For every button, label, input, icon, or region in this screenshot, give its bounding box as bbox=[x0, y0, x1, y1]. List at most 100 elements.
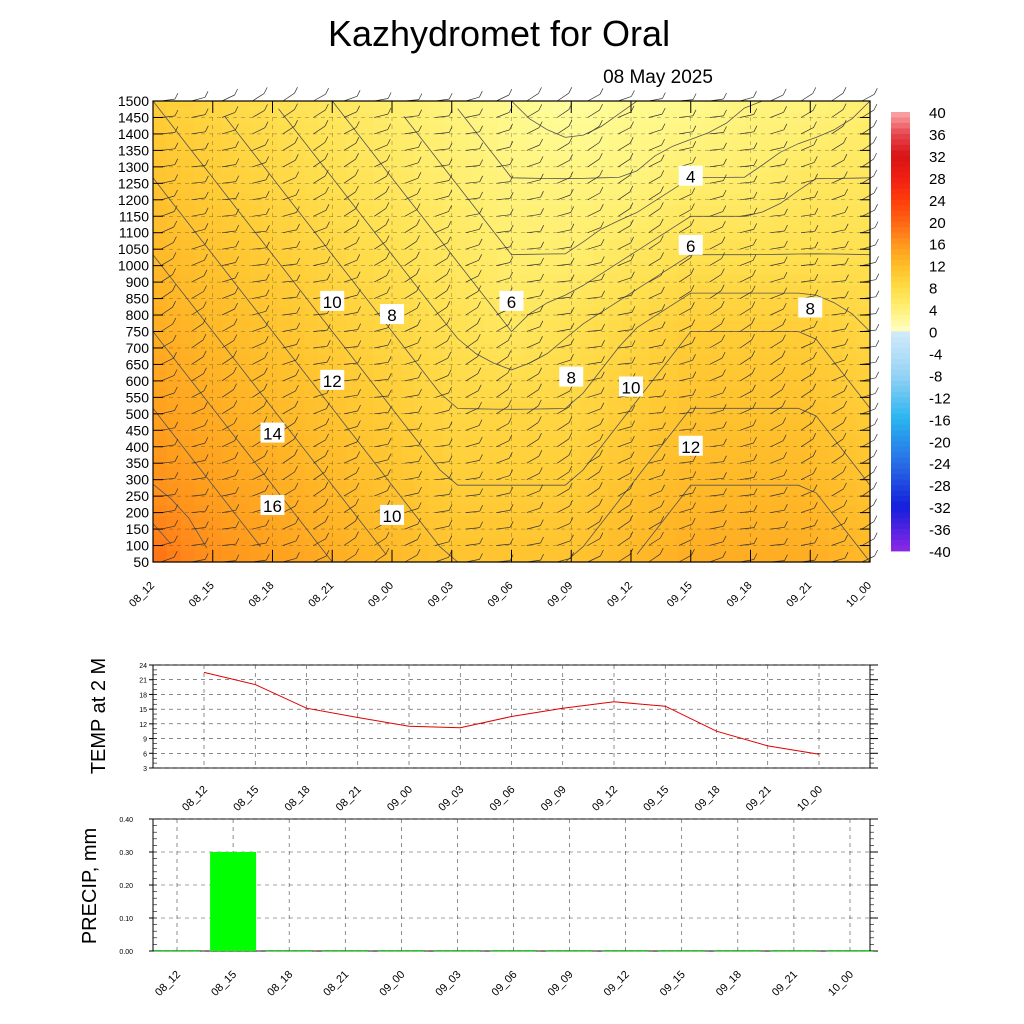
temperature-cell bbox=[525, 204, 540, 217]
temperature-cell bbox=[745, 481, 761, 494]
temperature-cell bbox=[277, 101, 292, 114]
precip-x-tick-label: 09_21 bbox=[770, 969, 800, 999]
wind-barb-feather bbox=[692, 156, 696, 164]
temperature-cell bbox=[732, 193, 747, 206]
temperature-cell bbox=[842, 239, 857, 252]
wind-barb-feather bbox=[235, 521, 240, 528]
temperature-cell bbox=[194, 389, 209, 402]
temperature-cell bbox=[525, 296, 540, 310]
temperature-cell bbox=[552, 273, 568, 287]
temperature-cell bbox=[525, 527, 540, 540]
temperature-cell bbox=[787, 400, 802, 413]
colorbar-swatch bbox=[891, 172, 910, 179]
temperature-cell bbox=[263, 481, 278, 494]
wind-barb bbox=[252, 405, 265, 415]
temperature-cell bbox=[621, 423, 637, 436]
temperature-cell bbox=[566, 469, 582, 482]
temperature-cell bbox=[263, 308, 278, 321]
wind-barb-feather bbox=[479, 142, 484, 149]
temperature-cell bbox=[580, 492, 595, 505]
temperature-cell bbox=[745, 193, 761, 206]
temperature-cell bbox=[401, 124, 416, 137]
temperature-cell bbox=[525, 481, 540, 494]
temperature-cell bbox=[249, 112, 264, 125]
wind-barb-feather bbox=[540, 553, 544, 561]
wind-barb bbox=[526, 422, 539, 431]
wind-barb-feather bbox=[355, 498, 359, 506]
temperature-cell bbox=[580, 239, 595, 252]
temperature-cell bbox=[166, 101, 182, 114]
wind-barb bbox=[831, 455, 844, 464]
temperature-cell bbox=[828, 262, 844, 275]
wind-barb-feather bbox=[509, 256, 514, 263]
temperature-cell bbox=[580, 193, 595, 206]
wind-barb-feather bbox=[691, 549, 695, 556]
wind-barb-feather bbox=[844, 353, 849, 361]
temperature-cell bbox=[649, 250, 664, 263]
wind-barb bbox=[221, 293, 236, 299]
wind-barb-feather bbox=[417, 319, 421, 326]
colorbar-swatch bbox=[891, 249, 910, 256]
temperature-cell bbox=[649, 158, 664, 171]
wind-barb-feather bbox=[753, 108, 758, 115]
temperature-cell bbox=[387, 343, 402, 356]
wind-barb bbox=[343, 554, 356, 563]
temperature-cell bbox=[180, 285, 195, 298]
wind-barb-feather bbox=[873, 515, 878, 522]
wind-barb bbox=[557, 312, 572, 316]
temperature-cell bbox=[552, 204, 568, 217]
wind-barb bbox=[465, 291, 479, 299]
wind-barb bbox=[282, 488, 296, 497]
wind-barb-feather bbox=[265, 208, 270, 215]
temperature-cell bbox=[153, 227, 168, 240]
temperature-cell bbox=[483, 469, 499, 482]
wind-barb-feather bbox=[356, 90, 361, 97]
wind-barb-feather bbox=[784, 240, 788, 248]
wind-barb-feather bbox=[416, 251, 420, 258]
wind-barb bbox=[709, 115, 724, 118]
temperature-cell bbox=[373, 101, 389, 114]
temperature-cell bbox=[483, 538, 499, 552]
wind-barb-feather bbox=[174, 488, 179, 495]
wind-barb bbox=[374, 208, 387, 217]
temperature-cell bbox=[759, 112, 775, 125]
temperature-cell bbox=[801, 285, 816, 298]
x-tick-label: 08_21 bbox=[306, 580, 336, 610]
wind-barb-feather bbox=[418, 422, 423, 430]
temperature-cell bbox=[208, 239, 223, 252]
wind-barb-feather bbox=[539, 138, 543, 146]
wind-barb bbox=[496, 324, 509, 332]
temperature-cell bbox=[690, 343, 706, 356]
wind-barb bbox=[587, 392, 602, 398]
temperature-cell bbox=[387, 158, 402, 171]
temperature-cell bbox=[483, 216, 499, 229]
colorbar-label: 16 bbox=[929, 237, 946, 254]
temperature-cell bbox=[539, 515, 554, 529]
temperature-cell bbox=[594, 481, 609, 494]
temperature-cell bbox=[359, 538, 375, 552]
temperature-cell bbox=[208, 527, 223, 540]
temperature-cell bbox=[290, 101, 306, 114]
wind-barb bbox=[770, 372, 783, 382]
wind-barb bbox=[526, 326, 541, 332]
wind-barb bbox=[770, 324, 783, 332]
temperature-cell bbox=[153, 458, 168, 471]
temperature-cell bbox=[249, 550, 264, 563]
temperature-cell bbox=[787, 147, 802, 160]
temperature-cell bbox=[497, 147, 513, 160]
wind-barb bbox=[526, 389, 539, 398]
wind-barb bbox=[557, 471, 570, 480]
wind-barb bbox=[282, 471, 295, 480]
temperature-cell bbox=[745, 158, 761, 171]
wind-barb-feather bbox=[264, 367, 268, 374]
temperature-cell bbox=[828, 515, 844, 529]
temperature-cell bbox=[221, 435, 237, 448]
temperature-cell bbox=[552, 296, 568, 310]
wind-barb-feather bbox=[599, 120, 603, 127]
wind-barb bbox=[252, 93, 265, 102]
temperature-cell bbox=[856, 469, 871, 482]
wind-barb-feather bbox=[812, 433, 817, 440]
wind-barb bbox=[191, 228, 206, 234]
wind-barb bbox=[861, 555, 875, 563]
wind-barb-feather bbox=[507, 334, 512, 341]
